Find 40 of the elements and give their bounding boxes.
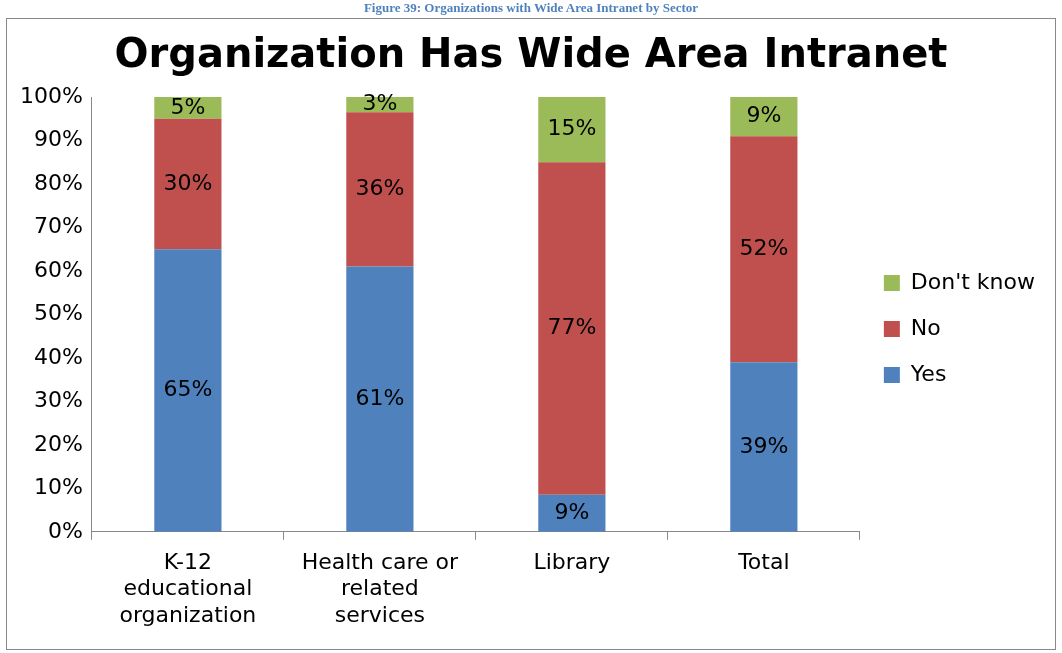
- data-label: 61%: [355, 384, 405, 410]
- data-label: 9%: [746, 102, 782, 128]
- bar: [346, 112, 414, 267]
- bar: [154, 118, 222, 250]
- bar: [538, 162, 606, 495]
- y-tick-label: 10%: [33, 474, 83, 500]
- y-tick-label: 90%: [33, 126, 83, 152]
- y-tick-label: 50%: [33, 300, 83, 326]
- data-label: 5%: [170, 93, 206, 119]
- x-tick-label: Library: [533, 548, 611, 574]
- y-tick-label: 100%: [19, 82, 83, 108]
- data-label: 3%: [362, 90, 398, 116]
- data-label: 15%: [547, 115, 597, 141]
- data-label: 65%: [163, 376, 213, 402]
- data-label: 30%: [163, 169, 213, 195]
- y-tick-label: 70%: [33, 213, 83, 239]
- bar: [730, 362, 798, 532]
- y-tick-label: 20%: [33, 430, 83, 456]
- bar: [730, 136, 798, 363]
- data-label: 9%: [554, 499, 590, 525]
- bar: [538, 97, 606, 163]
- y-tick-label: 40%: [33, 343, 83, 369]
- legend-label: No: [910, 314, 941, 340]
- legend-label: Yes: [909, 360, 947, 386]
- data-label: 39%: [739, 432, 789, 458]
- bar: [346, 266, 414, 532]
- data-label: 52%: [739, 234, 789, 260]
- y-tick-label: 0%: [47, 517, 83, 543]
- x-tick-label: Health care or related services: [301, 548, 460, 627]
- x-tick-label: Total: [737, 548, 790, 574]
- caption: Figure 39: Organizations with Wide Area Intranet by Sector: [362, 0, 700, 16]
- y-tick-label: 60%: [33, 256, 83, 282]
- chart-title: Organization Has Wide Area Intranet: [114, 30, 948, 77]
- bar: [154, 249, 222, 532]
- y-tick-label: 80%: [33, 169, 83, 195]
- data-label: 77%: [547, 314, 597, 340]
- legend-label: Don't know: [910, 268, 1036, 294]
- x-tick-label: K-12 educational organization: [119, 548, 257, 627]
- data-label: 36%: [355, 175, 405, 201]
- y-tick-label: 30%: [33, 387, 83, 413]
